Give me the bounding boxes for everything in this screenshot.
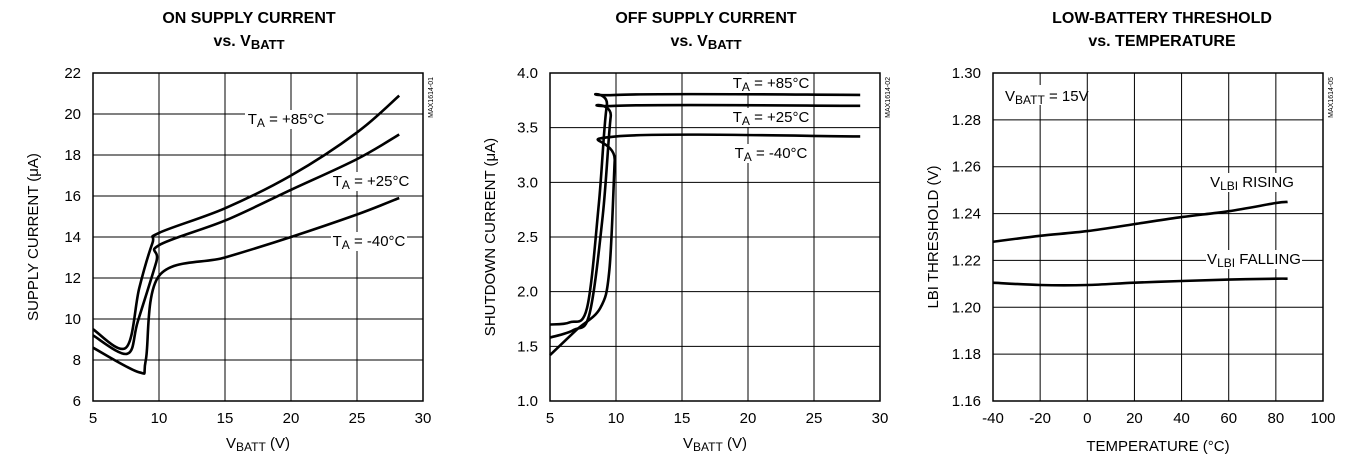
y-tick-label: 1.28 <box>952 112 981 129</box>
y-tick-label: 1.20 <box>952 299 981 316</box>
x-tick-label: 30 <box>415 410 432 427</box>
series-label-bg <box>1206 250 1302 269</box>
series-line-2 <box>992 277 1288 287</box>
x-tick-label: 100 <box>1310 410 1335 427</box>
x-tick-label: 20 <box>1126 410 1143 427</box>
x-tick-label: 5 <box>89 410 97 427</box>
chart-1: ON SUPPLY CURRENT vs. VBATT 5 10 15 20 25 30 6 8 1… <box>25 10 435 454</box>
series-label-1: TA = +85°C <box>248 111 325 130</box>
y-tick-label: 18 <box>64 147 81 164</box>
plot-frame <box>92 72 424 402</box>
note-bg <box>1001 85 1073 105</box>
x-tick-label: 20 <box>283 410 300 427</box>
y-tick-label: 16 <box>64 188 81 205</box>
part-code: MAX1614-05 <box>1328 77 1335 118</box>
x-tick-label: 15 <box>217 410 234 427</box>
series-label-bg <box>732 74 810 93</box>
y-tick-label: 1.26 <box>952 159 981 176</box>
series-line-3 <box>549 133 861 357</box>
y-tick-label: 14 <box>64 229 81 246</box>
chart-title-line2: vs. VBATT <box>213 33 284 52</box>
series-label-2: VLBI FALLING <box>1207 251 1301 270</box>
y-tick-label: 1.16 <box>952 393 981 410</box>
y-axis-label: SUPPLY CURRENT (μA) <box>25 153 42 321</box>
y-tick-label: 20 <box>64 106 81 123</box>
y-tick-label: 1.30 <box>952 65 981 82</box>
chart-title-line1: LOW-BATTERY THRESHOLD <box>1052 10 1272 27</box>
x-axis-label: VBATT (V) <box>226 435 290 454</box>
series-line-2 <box>92 133 400 356</box>
y-tick-label: 1.24 <box>952 206 981 223</box>
y-tick-label: 22 <box>64 65 81 82</box>
series-label-bg <box>1204 173 1300 192</box>
condition-note: VBATT = 15V <box>1005 88 1089 107</box>
x-tick-label: 20 <box>740 410 757 427</box>
series-line-1 <box>992 200 1288 243</box>
x-tick-label: -40 <box>982 410 1004 427</box>
y-tick-label: 1.0 <box>517 393 538 410</box>
chart-title-line1: ON SUPPLY CURRENT <box>162 10 336 27</box>
x-tick-label: 25 <box>349 410 366 427</box>
series-line-1 <box>549 92 861 326</box>
x-tick-label: 5 <box>546 410 554 427</box>
chart-title-line1: OFF SUPPLY CURRENT <box>615 10 797 27</box>
x-axis-label: TEMPERATURE (°C) <box>1086 438 1229 455</box>
x-tick-label: 60 <box>1220 410 1237 427</box>
series-label-bg <box>333 172 409 191</box>
x-tick-label: 25 <box>806 410 823 427</box>
x-axis-label: VBATT (V) <box>683 435 747 454</box>
y-tick-label: 8 <box>73 352 81 369</box>
y-tick-label: 3.0 <box>517 174 538 191</box>
y-axis-label: SHUTDOWN CURRENT (μA) <box>482 138 499 336</box>
series-label-bg <box>245 110 327 129</box>
series-line-3 <box>92 196 400 375</box>
series-label-1: VLBI RISING <box>1210 174 1294 193</box>
plot-frame <box>992 72 1324 402</box>
y-tick-label: 12 <box>64 270 81 287</box>
x-tick-label: 80 <box>1268 410 1285 427</box>
y-axis-label: LBI THRESHOLD (V) <box>925 165 942 308</box>
series-label-2: TA = +25°C <box>733 109 810 128</box>
y-tick-label: 4.0 <box>517 65 538 82</box>
chart-2: OFF SUPPLY CURRENT vs. VBATT 5 10 15 20 25 30 1.… <box>482 10 892 454</box>
x-tick-label: 10 <box>151 410 168 427</box>
series-label-2: TA = +25°C <box>333 173 410 192</box>
series-line-1 <box>92 94 401 351</box>
series-label-3: TA = -40°C <box>333 233 406 252</box>
part-code: MAX1614-01 <box>428 77 435 118</box>
chart-title-line2: vs. VBATT <box>670 33 741 52</box>
y-tick-label: 2.0 <box>517 284 538 301</box>
series-label-bg <box>734 144 808 163</box>
chart-title-line2: vs. TEMPERATURE <box>1088 33 1236 50</box>
y-tick-label: 10 <box>64 311 81 328</box>
x-tick-label: -20 <box>1029 410 1051 427</box>
x-tick-label: 15 <box>674 410 691 427</box>
plot-frame <box>549 72 881 402</box>
x-tick-label: 30 <box>872 410 889 427</box>
series-label-bg <box>331 232 407 251</box>
series-label-bg <box>732 108 810 127</box>
x-tick-label: 10 <box>608 410 625 427</box>
y-tick-label: 1.18 <box>952 346 981 363</box>
x-tick-label: 0 <box>1083 410 1091 427</box>
series-label-3: TA = -40°C <box>735 145 808 164</box>
series-label-1: TA = +85°C <box>733 75 810 94</box>
y-tick-label: 1.5 <box>517 338 538 355</box>
part-code: MAX1614-02 <box>885 77 892 118</box>
y-tick-label: 3.5 <box>517 120 538 137</box>
x-tick-label: 40 <box>1173 410 1190 427</box>
y-tick-label: 6 <box>73 393 81 410</box>
y-tick-label: 2.5 <box>517 229 538 246</box>
chart-3: LOW-BATTERY THRESHOLD vs. TEMPERATURE -40 -… <box>925 10 1336 455</box>
y-tick-label: 1.22 <box>952 252 981 269</box>
